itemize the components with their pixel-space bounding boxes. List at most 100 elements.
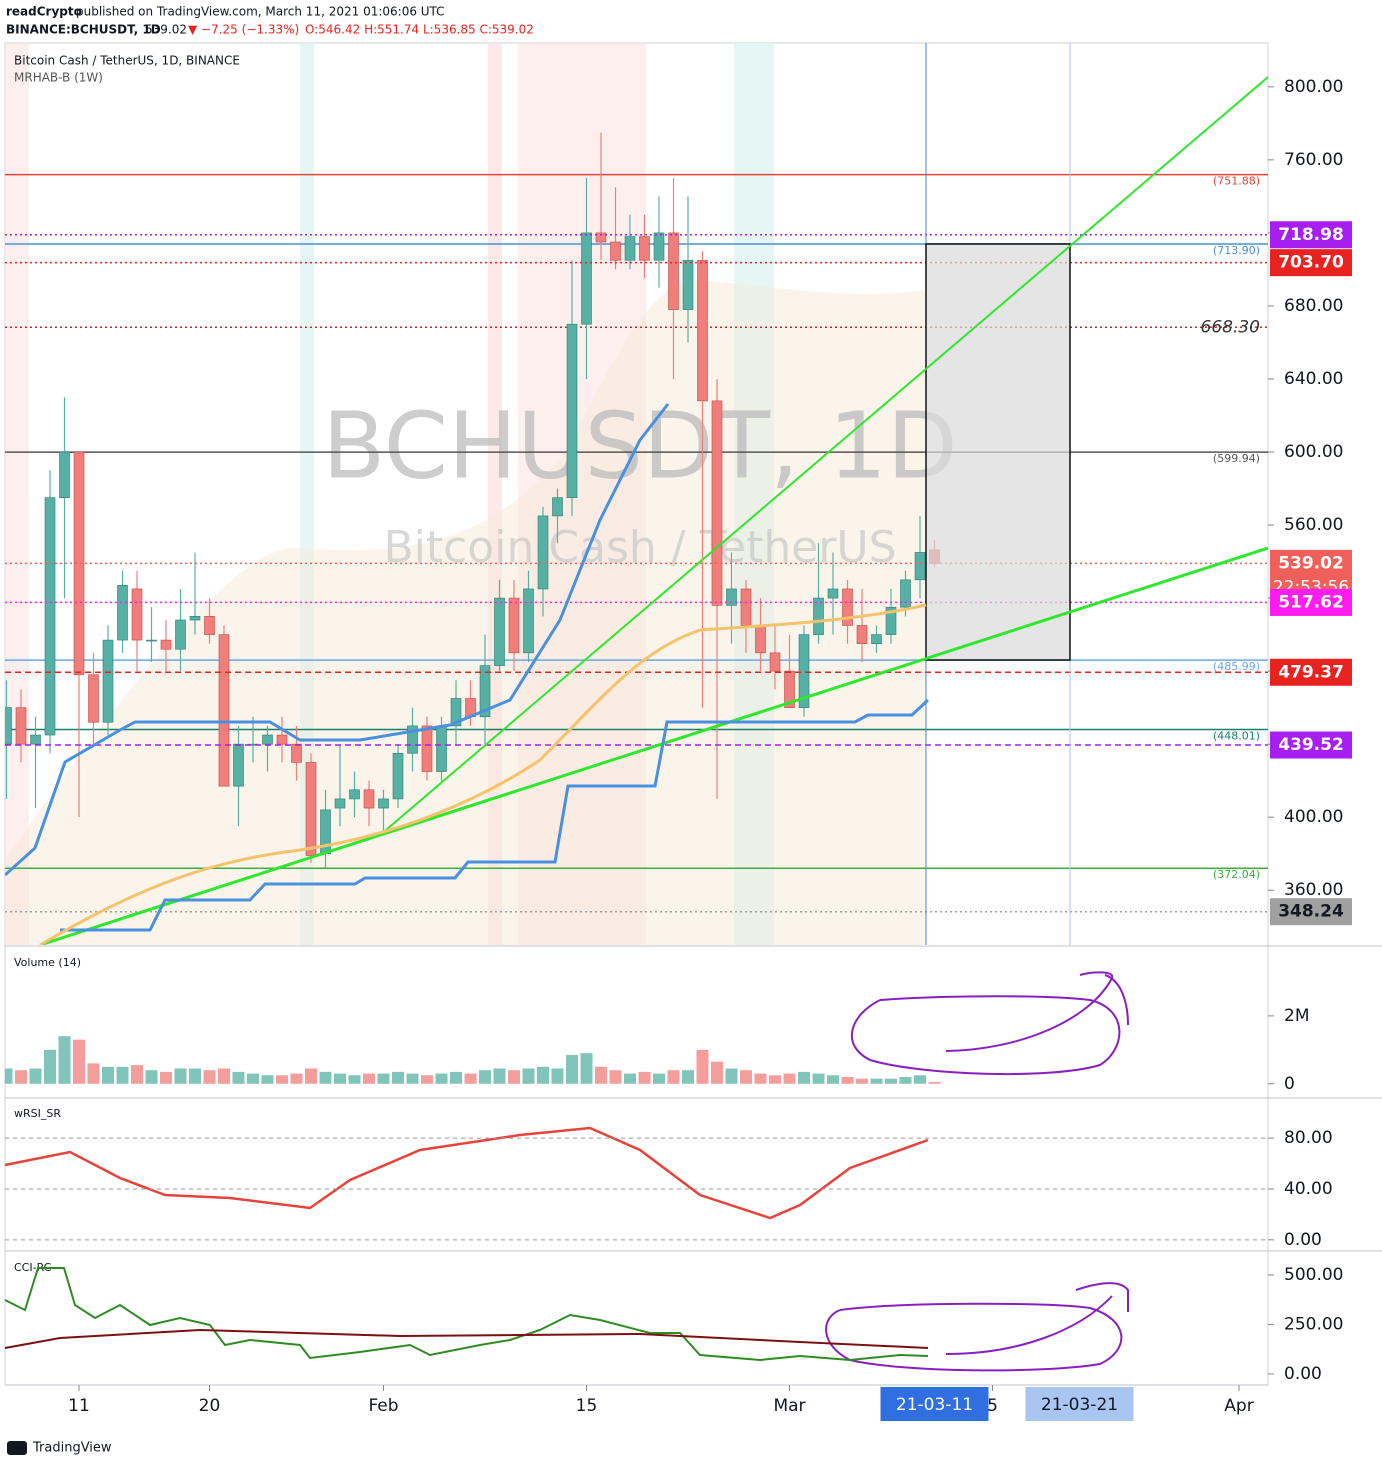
volume-bar bbox=[392, 1071, 404, 1084]
change: ▼ −7.25 (−1.33%) bbox=[188, 23, 299, 37]
level-label: (751.88) bbox=[1213, 175, 1260, 188]
candle-body bbox=[900, 579, 911, 608]
y-tick-label: 0 bbox=[1284, 1074, 1295, 1094]
volume-bar bbox=[899, 1076, 912, 1084]
candle-body bbox=[233, 743, 244, 787]
volume-bar bbox=[464, 1073, 477, 1084]
price-tag bbox=[1270, 221, 1352, 249]
volume-bar bbox=[812, 1073, 825, 1084]
candle-body bbox=[537, 515, 549, 590]
volume-bar bbox=[450, 1071, 462, 1084]
volume-bar bbox=[131, 1065, 143, 1084]
volume-bar bbox=[508, 1070, 520, 1084]
logo: TradingView bbox=[32, 1441, 112, 1456]
candle-body bbox=[653, 232, 665, 261]
volume-bar bbox=[667, 1070, 680, 1084]
candle-body bbox=[276, 734, 288, 745]
y-tick-label: 600.00 bbox=[1284, 442, 1343, 462]
volume-bar bbox=[58, 1036, 71, 1084]
volume-bar bbox=[377, 1073, 390, 1084]
volume-bar bbox=[827, 1075, 839, 1084]
volume-bar bbox=[682, 1070, 694, 1084]
published: published on TradingView.com, March 11, … bbox=[76, 5, 445, 19]
watermark: BCHUSDT, 1D bbox=[322, 392, 958, 499]
price-tag-label: 439.52 bbox=[1278, 735, 1344, 755]
volume-bar bbox=[145, 1070, 158, 1084]
last: 539.02 bbox=[145, 23, 187, 37]
indicator-title: MRHAB-B (1W) bbox=[14, 71, 103, 85]
candle-body bbox=[697, 259, 708, 402]
y-tick-label: 2M bbox=[1284, 1006, 1309, 1026]
ohlc: O:546.42 H:551.74 L:536.85 C:539.02 bbox=[305, 23, 534, 37]
volume-bar bbox=[319, 1071, 332, 1084]
volume-bar bbox=[87, 1063, 100, 1084]
volume-bar bbox=[638, 1071, 651, 1084]
volume-bar bbox=[725, 1068, 738, 1084]
publisher: readCrypto bbox=[6, 5, 82, 19]
candle-body bbox=[146, 639, 157, 642]
volume-bar bbox=[870, 1078, 883, 1084]
candle-body bbox=[842, 588, 853, 626]
candle-body bbox=[421, 725, 433, 772]
trend-line bbox=[39, 546, 1268, 945]
y-tick-label: 400.00 bbox=[1284, 807, 1343, 827]
candle-body bbox=[523, 588, 534, 654]
candle-body bbox=[740, 588, 752, 626]
candle-body bbox=[15, 707, 27, 745]
volume-bar bbox=[218, 1068, 230, 1084]
candle-body bbox=[44, 497, 56, 736]
y-tick-label: 560.00 bbox=[1284, 515, 1343, 535]
volume-bar bbox=[479, 1070, 491, 1084]
volume-bar bbox=[5, 1068, 13, 1084]
volume-bar bbox=[595, 1066, 607, 1084]
level-label: (599.94) bbox=[1213, 452, 1260, 465]
candle-body bbox=[88, 674, 99, 723]
y-tick-label: 0.00 bbox=[1284, 1364, 1322, 1384]
volume-bar bbox=[174, 1068, 187, 1084]
candle-body bbox=[117, 584, 128, 641]
volume-bar bbox=[160, 1071, 172, 1084]
watermark-sub: Bitcoin Cash / TetherUS bbox=[383, 522, 896, 573]
candle-body bbox=[262, 734, 273, 745]
volume-bar bbox=[885, 1078, 897, 1084]
candle-body bbox=[885, 606, 897, 635]
volume-bar bbox=[247, 1073, 259, 1084]
volume-bar bbox=[928, 1082, 941, 1084]
volume-bar bbox=[537, 1066, 549, 1084]
date-badge-label: 21-03-21 bbox=[1041, 1395, 1118, 1415]
candle-body bbox=[813, 597, 824, 635]
candle-body bbox=[436, 725, 447, 772]
x-tick-label: Mar bbox=[773, 1396, 805, 1416]
date-badge bbox=[880, 1387, 989, 1421]
volume-bar bbox=[580, 1053, 593, 1084]
candle-body bbox=[450, 698, 462, 727]
volume-bar bbox=[421, 1075, 433, 1084]
rsi-line bbox=[4, 1126, 929, 1220]
x-tick-label: 20 bbox=[199, 1396, 221, 1416]
price-tag bbox=[1270, 731, 1352, 759]
candle-body bbox=[160, 639, 172, 650]
volume-bar bbox=[754, 1073, 767, 1084]
y-tick-label: 80.00 bbox=[1284, 1128, 1333, 1148]
candle-body bbox=[755, 625, 766, 654]
candle-body bbox=[363, 789, 375, 809]
price-tag-label: 479.37 bbox=[1278, 662, 1344, 682]
step-line bbox=[60, 698, 930, 932]
candle-body bbox=[291, 743, 302, 763]
y-tick-label: 760.00 bbox=[1284, 150, 1343, 170]
x-tick-label: Feb bbox=[368, 1396, 398, 1416]
candle-body bbox=[769, 652, 781, 672]
candle-body bbox=[595, 232, 607, 243]
volume-bar bbox=[363, 1073, 375, 1084]
volume-bar bbox=[798, 1071, 810, 1084]
volume-bar bbox=[624, 1073, 636, 1084]
y-tick-label: 360.00 bbox=[1284, 880, 1343, 900]
price-tag bbox=[1270, 588, 1352, 616]
volume-bar bbox=[769, 1075, 781, 1084]
volume-bar bbox=[348, 1075, 361, 1084]
candle-body bbox=[102, 639, 114, 723]
volume-bar bbox=[551, 1068, 564, 1084]
cci-signal bbox=[4, 1328, 929, 1349]
volume-bar bbox=[711, 1061, 723, 1084]
volume-bar bbox=[44, 1049, 56, 1084]
